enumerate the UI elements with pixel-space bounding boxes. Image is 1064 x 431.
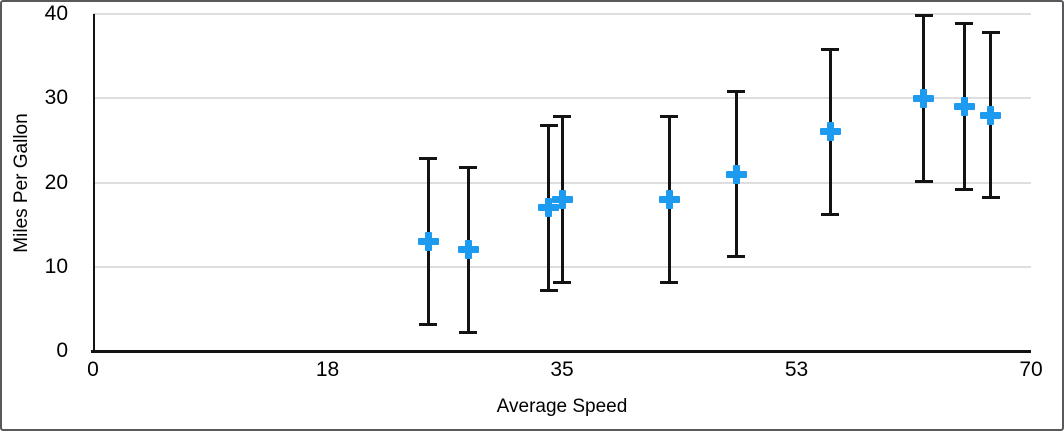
y-tick-label: 40 [44, 2, 68, 25]
error-bar-cap-top [727, 89, 746, 93]
error-bar-cap-top [914, 14, 933, 17]
x-tick-label: 53 [784, 358, 809, 381]
error-bar-cap-top [539, 123, 558, 127]
data-point-marker[interactable] [980, 105, 1002, 125]
error-bar-cap-bottom [821, 213, 839, 217]
x-axis-line [91, 350, 1031, 353]
marker-plus-horizontal [457, 246, 479, 254]
y-tick-label: 30 [44, 86, 68, 110]
y-tick-label: 0 [56, 339, 68, 362]
marker-plus-horizontal [953, 103, 975, 111]
marker-plus-horizontal [538, 204, 560, 212]
error-bar-cap-bottom [727, 255, 746, 259]
error-bar-cap-top [419, 157, 437, 161]
marker-plus-horizontal [417, 237, 439, 245]
x-axis-title: Average Speed [496, 396, 628, 417]
x-tick-label: 0 [87, 358, 99, 381]
y-axis-line [93, 14, 95, 353]
data-point-marker[interactable] [725, 164, 747, 184]
error-bar-cap-bottom [914, 179, 933, 183]
error-bar-cap-top [553, 115, 571, 119]
y-tick-label: 10 [44, 254, 68, 278]
error-bar-cap-bottom [553, 280, 571, 284]
data-point-marker[interactable] [551, 189, 573, 209]
data-point-marker[interactable] [457, 240, 479, 260]
error-bar-cap-bottom [539, 289, 558, 293]
x-tick-label: 35 [550, 358, 574, 381]
error-bar-cap-top [955, 22, 973, 26]
error-bar-cap-top [821, 47, 839, 51]
x-tick-label: 18 [315, 358, 340, 381]
data-point-marker[interactable] [658, 189, 680, 209]
y-tick-label: 20 [44, 170, 68, 194]
x-tick-label: 70 [1019, 358, 1043, 381]
error-bar-cap-bottom [419, 322, 437, 326]
data-point-marker[interactable] [417, 231, 439, 251]
error-bar-cap-top [981, 30, 1000, 34]
marker-plus-horizontal [725, 170, 747, 178]
data-point-marker[interactable] [819, 122, 841, 142]
error-bar-cap-bottom [955, 187, 973, 191]
data-point-marker[interactable] [538, 198, 560, 218]
marker-plus-horizontal [980, 111, 1002, 119]
error-bar-cap-top [459, 165, 478, 169]
error-bar-cap-bottom [660, 280, 679, 284]
marker-plus-horizontal [551, 195, 573, 203]
error-bar-cap-bottom [981, 196, 1000, 200]
data-point-marker[interactable] [953, 97, 975, 117]
error-bar-cap-bottom [459, 331, 478, 335]
marker-plus-horizontal [819, 128, 841, 136]
error-bar-cap-top [660, 115, 679, 119]
data-point-marker[interactable] [913, 88, 935, 108]
gridline [93, 97, 1031, 100]
marker-plus-horizontal [658, 195, 680, 203]
marker-plus-horizontal [913, 94, 935, 102]
gridline [93, 13, 1031, 15]
